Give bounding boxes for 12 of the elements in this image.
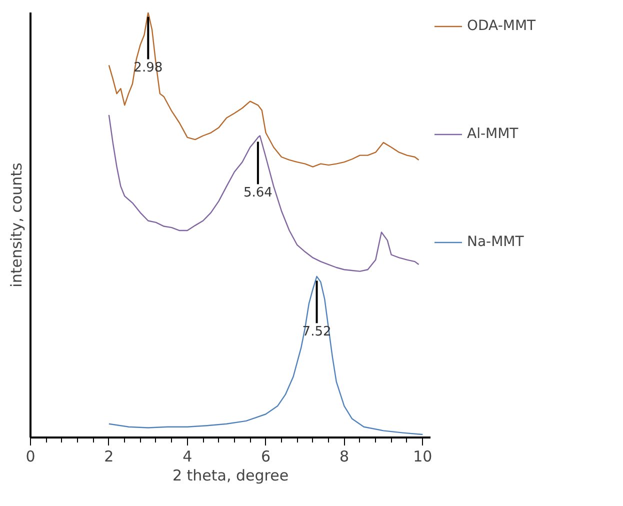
legend-label: ODA-MMT [467,18,536,34]
x-axis-title: 2 theta, degree [172,466,289,484]
legend-label: Na-MMT [467,234,524,250]
x-tick-label: 10 [413,448,432,466]
x-tick-label: 6 [261,448,271,466]
legend-label: Al-MMT [467,126,518,142]
x-tick-label: 0 [26,448,36,466]
annotation: 5.64 [243,185,272,200]
x-tick-label: 8 [339,448,349,466]
y-axis-title: intensity, counts [8,162,26,288]
x-tick-label: 2 [104,448,114,466]
x-tick-label: 4 [182,448,192,466]
